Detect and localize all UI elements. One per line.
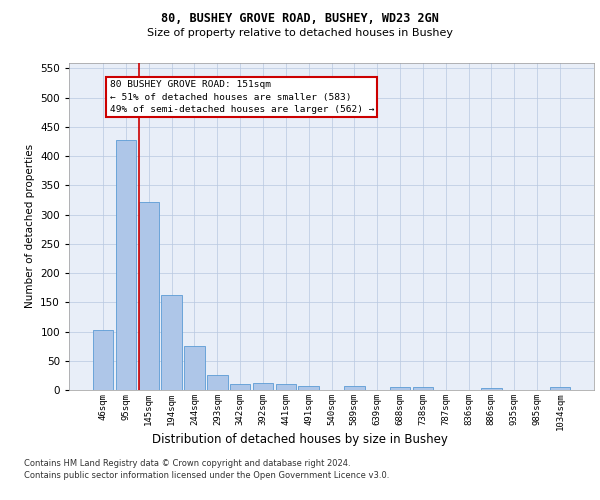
Bar bbox=[253, 383, 273, 390]
Text: 80, BUSHEY GROVE ROAD, BUSHEY, WD23 2GN: 80, BUSHEY GROVE ROAD, BUSHEY, WD23 2GN bbox=[161, 12, 439, 26]
Bar bbox=[275, 384, 296, 390]
Bar bbox=[390, 387, 410, 390]
Bar bbox=[550, 387, 570, 390]
Bar bbox=[184, 346, 205, 390]
Text: Distribution of detached houses by size in Bushey: Distribution of detached houses by size … bbox=[152, 432, 448, 446]
Bar bbox=[413, 387, 433, 390]
Text: Contains public sector information licensed under the Open Government Licence v3: Contains public sector information licen… bbox=[24, 471, 389, 480]
Bar bbox=[93, 330, 113, 390]
Bar bbox=[344, 386, 365, 390]
Bar bbox=[230, 384, 250, 390]
Y-axis label: Number of detached properties: Number of detached properties bbox=[25, 144, 35, 308]
Text: Contains HM Land Registry data © Crown copyright and database right 2024.: Contains HM Land Registry data © Crown c… bbox=[24, 458, 350, 468]
Bar bbox=[207, 375, 227, 390]
Text: Size of property relative to detached houses in Bushey: Size of property relative to detached ho… bbox=[147, 28, 453, 38]
Bar bbox=[161, 294, 182, 390]
Bar bbox=[116, 140, 136, 390]
Bar bbox=[139, 202, 159, 390]
Bar bbox=[298, 386, 319, 390]
Text: 80 BUSHEY GROVE ROAD: 151sqm
← 51% of detached houses are smaller (583)
49% of s: 80 BUSHEY GROVE ROAD: 151sqm ← 51% of de… bbox=[110, 80, 374, 114]
Bar bbox=[481, 388, 502, 390]
